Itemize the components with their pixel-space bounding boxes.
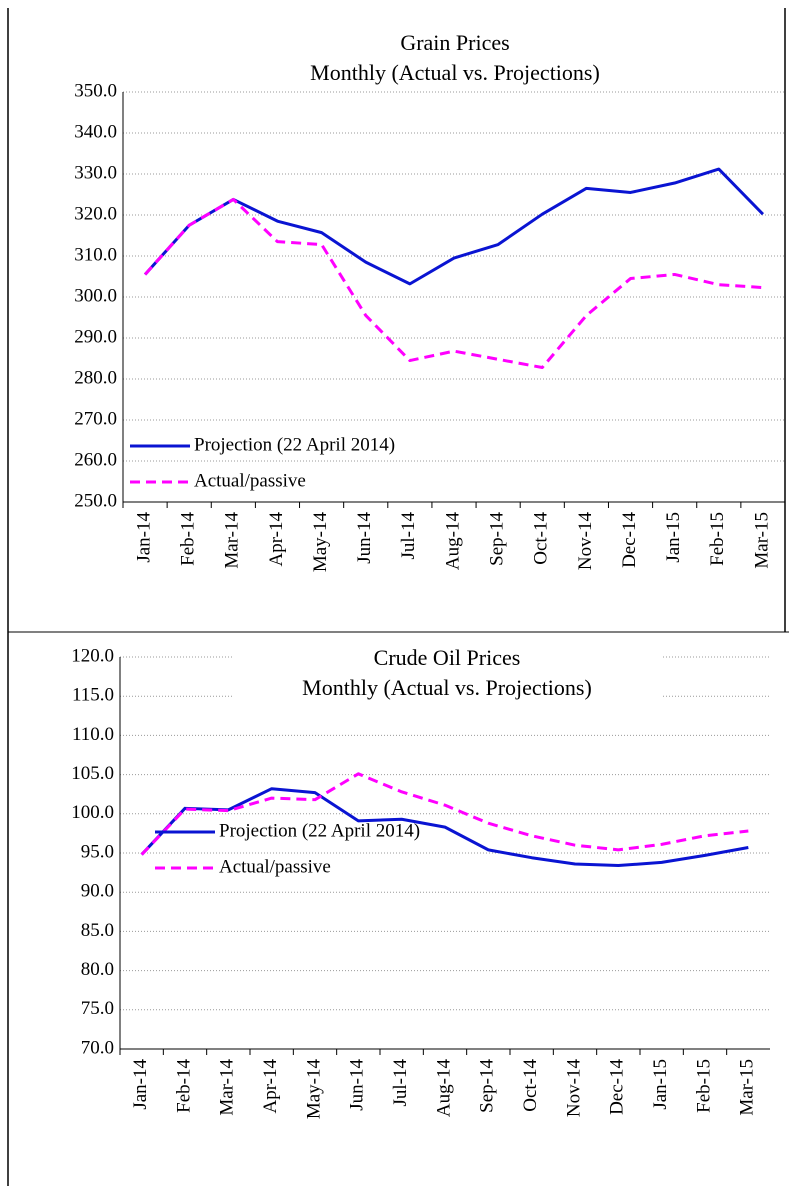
x-tick-label: Dec-14 <box>619 512 640 568</box>
chart-subtitle: Monthly (Actual vs. Projections) <box>310 60 600 85</box>
x-tick-label: Oct-14 <box>520 1059 541 1112</box>
legend-label: Actual/passive <box>194 470 306 491</box>
x-tick-label: Nov-14 <box>575 512 596 571</box>
y-tick-label: 105.0 <box>71 763 114 784</box>
x-tick-label: May-14 <box>310 512 331 573</box>
series-line <box>143 167 765 286</box>
y-tick-label: 270.0 <box>74 408 117 429</box>
x-tick-label: Jan-15 <box>650 1059 671 1110</box>
y-tick-label: 310.0 <box>74 244 117 265</box>
x-tick-label: Mar-14 <box>222 512 243 569</box>
chart-title: Grain Prices <box>400 30 509 55</box>
x-tick-label: Feb-14 <box>173 1059 194 1113</box>
y-tick-label: 340.0 <box>74 121 117 142</box>
y-tick-label: 80.0 <box>81 959 114 980</box>
x-tick-label: Apr-14 <box>266 512 287 567</box>
x-tick-label: Aug-14 <box>433 1059 454 1118</box>
y-tick-label: 330.0 <box>74 162 117 183</box>
x-tick-label: Sep-14 <box>486 512 507 566</box>
x-tick-label: Jun-14 <box>354 512 375 564</box>
legend-label: Projection (22 April 2014) <box>194 434 395 455</box>
y-tick-label: 100.0 <box>71 802 114 823</box>
y-tick-label: 95.0 <box>81 841 114 862</box>
x-tick-label: Jul-14 <box>398 512 419 560</box>
x-tick-label: Jan-14 <box>130 1059 151 1110</box>
y-tick-label: 90.0 <box>81 881 114 902</box>
series-line <box>143 197 764 370</box>
legend-label: Projection (22 April 2014) <box>219 820 420 841</box>
title-background <box>232 644 662 706</box>
y-tick-label: 350.0 <box>74 80 117 101</box>
chart-title: Crude Oil Prices <box>374 645 521 670</box>
y-tick-label: 260.0 <box>74 449 117 470</box>
x-tick-label: Mar-15 <box>751 512 772 569</box>
x-tick-label: Nov-14 <box>563 1059 584 1118</box>
y-tick-label: 280.0 <box>74 367 117 388</box>
y-tick-label: 75.0 <box>81 998 114 1019</box>
y-tick-label: 320.0 <box>74 203 117 224</box>
legend-label: Actual/passive <box>219 856 331 877</box>
y-tick-label: 120.0 <box>71 645 114 666</box>
x-tick-label: Feb-15 <box>693 1059 714 1113</box>
x-tick-label: Jun-14 <box>347 1059 368 1111</box>
y-tick-label: 250.0 <box>74 490 117 511</box>
x-tick-label: May-14 <box>303 1059 324 1120</box>
x-tick-label: Oct-14 <box>531 512 552 565</box>
y-tick-label: 85.0 <box>81 920 114 941</box>
x-tick-label: Sep-14 <box>477 1059 498 1113</box>
x-tick-label: Mar-15 <box>737 1059 758 1116</box>
x-tick-label: Jul-14 <box>390 1059 411 1107</box>
x-tick-label: Feb-15 <box>707 512 728 566</box>
series-line <box>140 772 749 856</box>
y-tick-label: 300.0 <box>74 285 117 306</box>
x-tick-label: Feb-14 <box>178 512 199 566</box>
series-line <box>140 787 749 868</box>
y-tick-label: 70.0 <box>81 1037 114 1058</box>
y-tick-label: 110.0 <box>72 724 114 745</box>
chart-subtitle: Monthly (Actual vs. Projections) <box>302 675 592 700</box>
x-tick-label: Dec-14 <box>607 1059 628 1115</box>
y-tick-label: 290.0 <box>74 326 117 347</box>
x-tick-label: Apr-14 <box>260 1059 281 1114</box>
x-tick-label: Jan-14 <box>133 512 154 563</box>
y-tick-label: 115.0 <box>72 685 114 706</box>
x-tick-label: Jan-15 <box>663 512 684 563</box>
x-tick-label: Mar-14 <box>217 1059 238 1116</box>
x-tick-label: Aug-14 <box>442 512 463 571</box>
